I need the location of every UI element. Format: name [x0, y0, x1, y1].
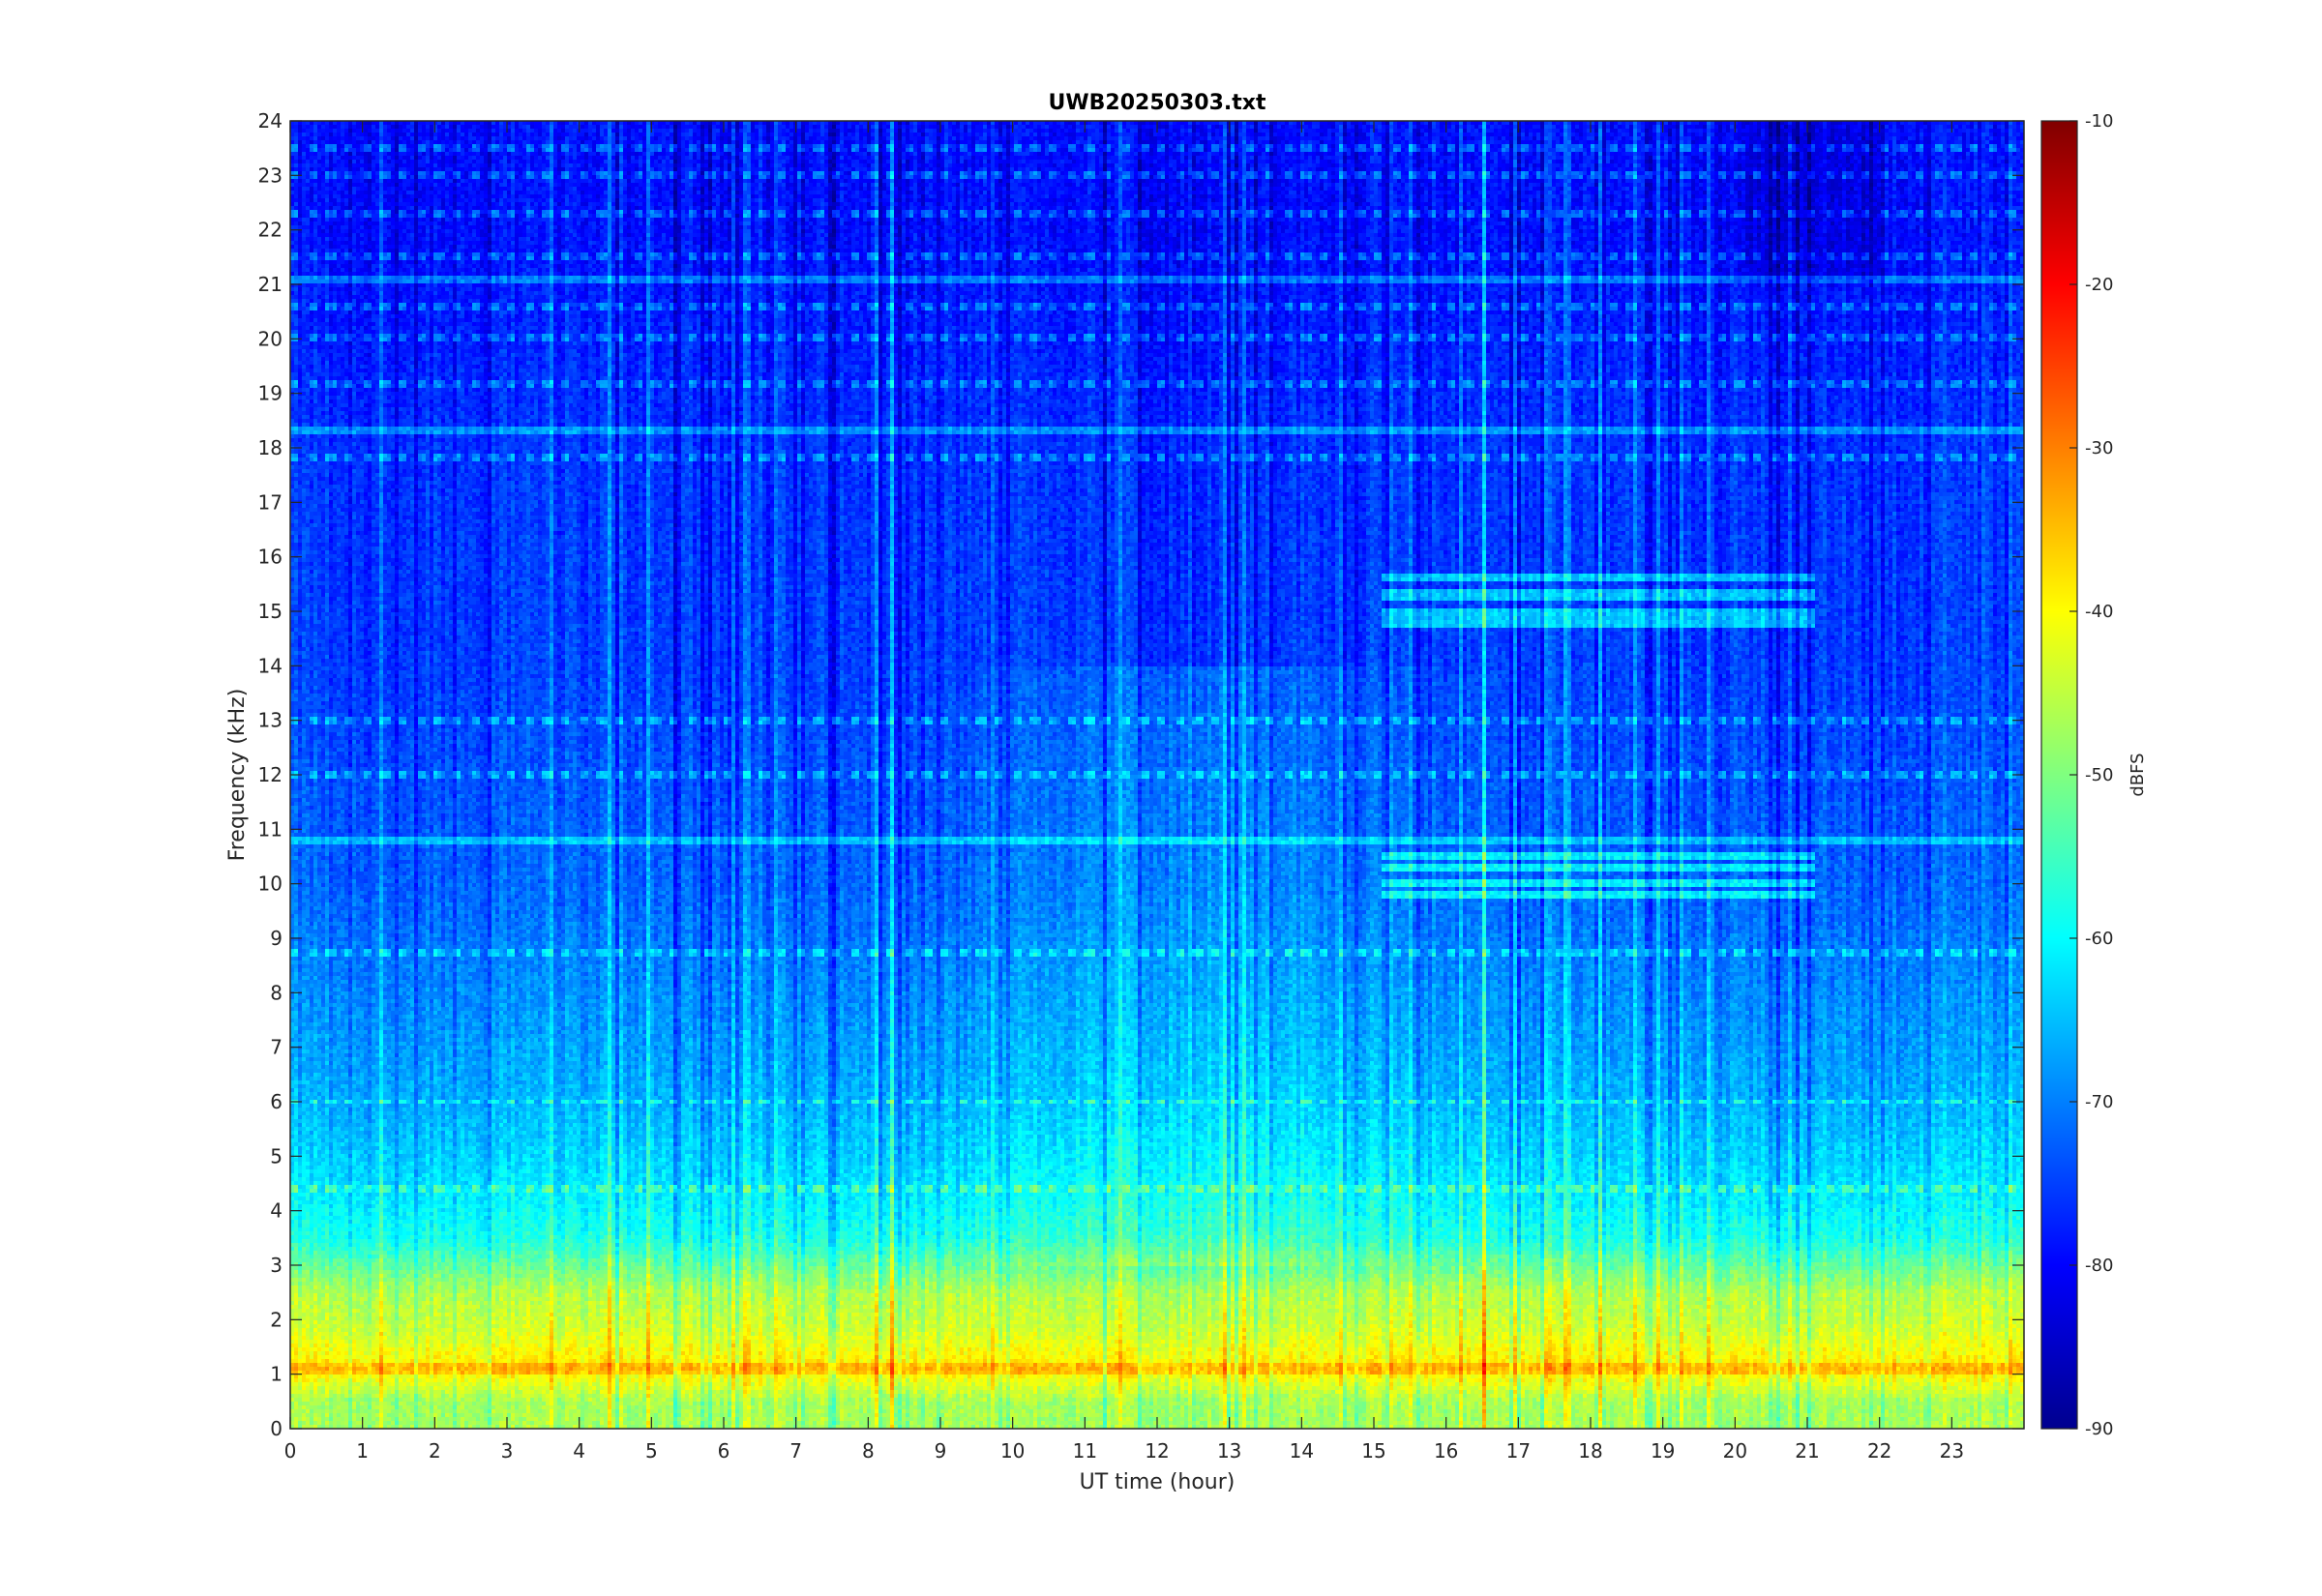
- x-tick-label: 8: [862, 1439, 875, 1463]
- y-tick-label: 17: [258, 490, 283, 514]
- y-tick-label: 8: [270, 981, 283, 1004]
- colorbar-tick-label: -40: [2085, 602, 2113, 622]
- y-tick-label: 23: [258, 163, 283, 187]
- y-tick-label: 14: [258, 654, 283, 677]
- x-tick-label: 14: [1290, 1439, 1314, 1463]
- y-tick-label: 19: [258, 382, 283, 405]
- y-tick-label: 7: [270, 1036, 283, 1059]
- y-tick-label: 0: [270, 1417, 283, 1440]
- x-tick-label: 10: [1000, 1439, 1025, 1463]
- colorbar-tick-label: -10: [2085, 111, 2113, 132]
- x-tick-label: 9: [935, 1439, 947, 1463]
- chart-title: UWB20250303.txt: [1049, 91, 1266, 115]
- y-tick-label: 3: [270, 1254, 283, 1277]
- y-tick-label: 6: [270, 1090, 283, 1113]
- x-tick-label: 7: [789, 1439, 802, 1463]
- colorbar-tick-label: -80: [2085, 1256, 2113, 1276]
- y-tick-label: 11: [258, 817, 283, 841]
- colorbar-tick-label: -20: [2085, 275, 2113, 295]
- y-tick-label: 2: [270, 1308, 283, 1331]
- y-tick-label: 20: [258, 327, 283, 350]
- x-axis-label: UT time (hour): [1080, 1470, 1235, 1494]
- y-tick-label: 1: [270, 1363, 283, 1386]
- x-tick-label: 20: [1723, 1439, 1747, 1463]
- y-tick-label: 15: [258, 600, 283, 623]
- y-tick-label: 13: [258, 709, 283, 732]
- y-tick-label: 9: [270, 927, 283, 950]
- y-tick-label: 18: [258, 436, 283, 459]
- x-tick-label: 15: [1361, 1439, 1385, 1463]
- x-tick-label: 19: [1651, 1439, 1675, 1463]
- x-tick-label: 11: [1073, 1439, 1097, 1463]
- y-tick-label: 10: [258, 872, 283, 896]
- y-tick-label: 21: [258, 273, 283, 296]
- spectrogram-heatmap-container: [290, 121, 2024, 1429]
- x-tick-label: 5: [645, 1439, 658, 1463]
- colorbar-tick-label: -30: [2085, 438, 2113, 458]
- y-tick-label: 16: [258, 546, 283, 569]
- colorbar: -90 -80 -70 -60 -50 -40 -30 -20 -10 dBFS: [2040, 111, 2148, 1439]
- x-tick-label: 23: [1940, 1439, 1964, 1463]
- y-axis-label: Frequency (kHz): [225, 689, 250, 862]
- x-tick-label: 3: [501, 1439, 514, 1463]
- spectrogram-plot: [289, 120, 2025, 1430]
- x-tick-label: 0: [284, 1439, 297, 1463]
- colorbar-label: dBFS: [2128, 753, 2148, 796]
- y-tick-label: 24: [258, 109, 283, 133]
- x-tick-label: 22: [1867, 1439, 1891, 1463]
- colorbar-tick-label: -50: [2085, 765, 2113, 785]
- y-tick-label: 5: [270, 1144, 283, 1167]
- x-tick-label: 13: [1217, 1439, 1241, 1463]
- colorbar-tick-label: -70: [2085, 1092, 2113, 1112]
- colorbar-tick-label: -60: [2085, 929, 2113, 949]
- x-tick-label: 18: [1578, 1439, 1602, 1463]
- x-tick-label: 6: [718, 1439, 730, 1463]
- x-tick-label: 16: [1434, 1439, 1458, 1463]
- x-tick-label: 1: [356, 1439, 369, 1463]
- y-tick-label: 12: [258, 763, 283, 786]
- x-tick-label: 2: [429, 1439, 441, 1463]
- spectrogram-heatmap: [290, 121, 2024, 1429]
- colorbar-tick-label: -90: [2085, 1419, 2113, 1439]
- y-tick-label: 22: [258, 219, 283, 242]
- x-tick-label: 17: [1506, 1439, 1531, 1463]
- y-tick-label: 4: [270, 1199, 283, 1223]
- x-tick-label: 4: [573, 1439, 585, 1463]
- colorbar-ticks: -90 -80 -70 -60 -50 -40 -30 -20 -10: [2069, 111, 2113, 1439]
- x-tick-label: 12: [1145, 1439, 1169, 1463]
- x-axis: 0 1 2 3 4 5 6 7 8 9 10 11 12 13 14 15 16 17 18 19 20 21 22 23: [284, 121, 1964, 1463]
- x-tick-label: 21: [1795, 1439, 1819, 1463]
